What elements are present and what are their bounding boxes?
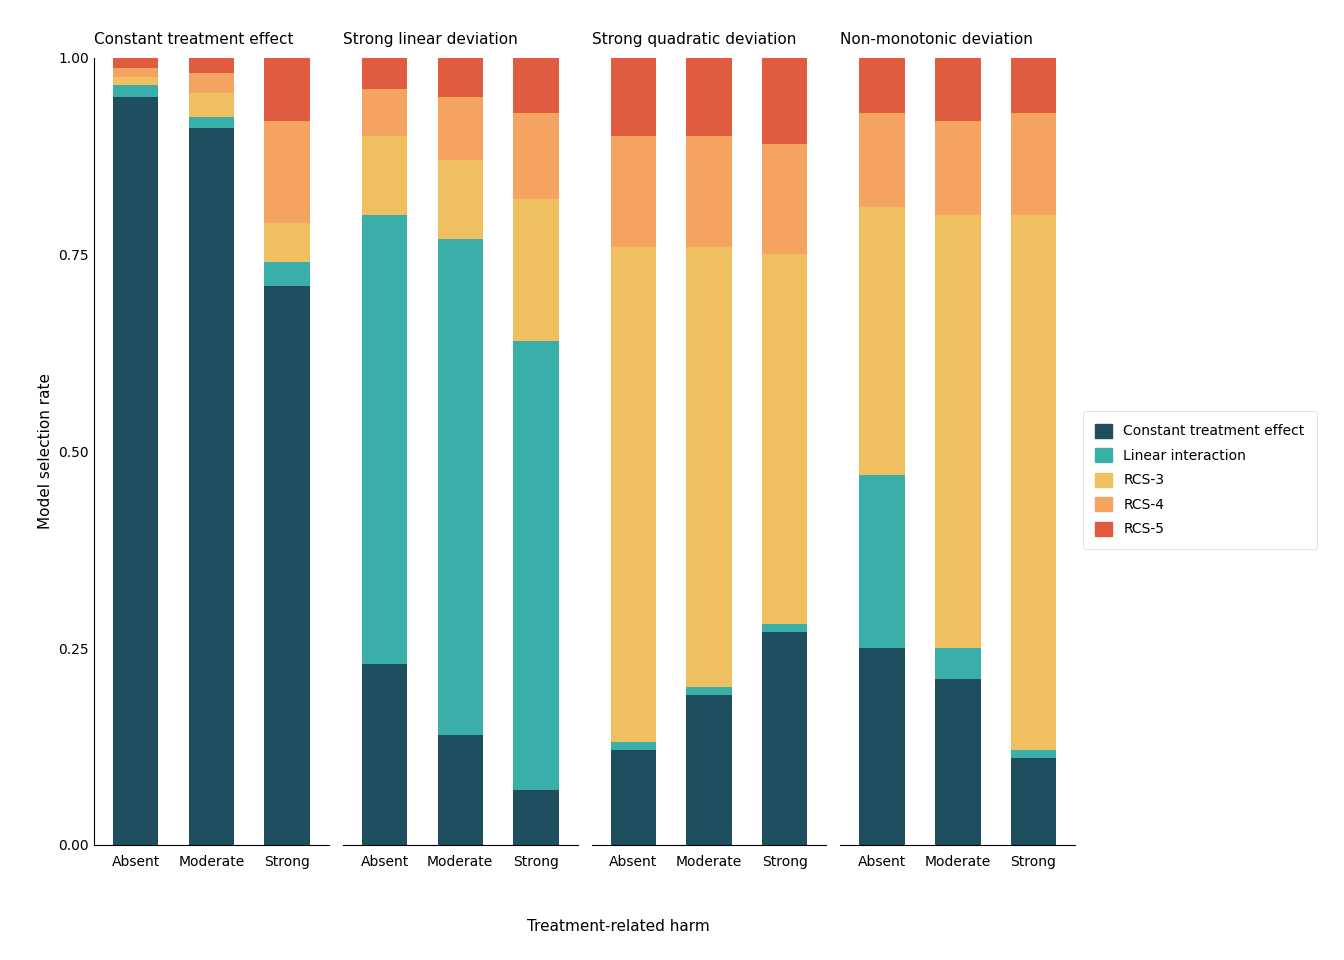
Bar: [362, 136, 407, 215]
Bar: [513, 790, 559, 845]
Bar: [362, 58, 407, 89]
Bar: [265, 121, 310, 223]
Bar: [438, 160, 482, 239]
Bar: [113, 68, 159, 78]
Y-axis label: Model selection rate: Model selection rate: [38, 373, 52, 529]
Bar: [935, 121, 981, 215]
Bar: [687, 247, 731, 687]
Bar: [188, 93, 234, 116]
Bar: [265, 223, 310, 262]
Bar: [265, 286, 310, 845]
Bar: [1011, 215, 1056, 751]
Bar: [762, 144, 808, 254]
Bar: [1011, 112, 1056, 215]
Bar: [438, 58, 482, 97]
Bar: [610, 751, 656, 845]
Bar: [610, 136, 656, 247]
Bar: [935, 648, 981, 680]
Bar: [513, 200, 559, 341]
Bar: [762, 633, 808, 845]
Bar: [113, 78, 159, 85]
Bar: [265, 58, 310, 121]
Bar: [687, 695, 731, 845]
Bar: [438, 734, 482, 845]
Bar: [935, 680, 981, 845]
Bar: [113, 97, 159, 845]
Bar: [859, 207, 905, 475]
Bar: [113, 58, 159, 68]
Bar: [610, 742, 656, 751]
Bar: [362, 215, 407, 663]
Text: Strong quadratic deviation: Strong quadratic deviation: [591, 32, 796, 47]
Bar: [687, 58, 731, 136]
Bar: [935, 215, 981, 648]
Text: Strong linear deviation: Strong linear deviation: [343, 32, 517, 47]
Bar: [859, 648, 905, 845]
Bar: [1011, 58, 1056, 112]
Bar: [362, 89, 407, 136]
Bar: [610, 58, 656, 136]
Bar: [610, 247, 656, 742]
Bar: [687, 687, 731, 695]
Bar: [438, 97, 482, 160]
Bar: [935, 58, 981, 121]
Bar: [513, 341, 559, 790]
Bar: [1011, 751, 1056, 758]
Bar: [188, 116, 234, 129]
Text: Constant treatment effect: Constant treatment effect: [94, 32, 293, 47]
Bar: [859, 112, 905, 207]
Bar: [762, 254, 808, 624]
Bar: [362, 663, 407, 845]
Bar: [513, 112, 559, 200]
Bar: [762, 624, 808, 633]
Bar: [687, 136, 731, 247]
Bar: [513, 58, 559, 112]
Bar: [113, 85, 159, 97]
Bar: [265, 262, 310, 286]
Bar: [859, 58, 905, 112]
Bar: [188, 129, 234, 845]
Text: Non-monotonic deviation: Non-monotonic deviation: [840, 32, 1034, 47]
Bar: [438, 239, 482, 734]
Text: Treatment-related harm: Treatment-related harm: [527, 920, 710, 934]
Legend: Constant treatment effect, Linear interaction, RCS-3, RCS-4, RCS-5: Constant treatment effect, Linear intera…: [1083, 411, 1317, 549]
Bar: [188, 58, 234, 73]
Bar: [859, 475, 905, 648]
Bar: [1011, 758, 1056, 845]
Bar: [762, 58, 808, 144]
Bar: [188, 73, 234, 93]
